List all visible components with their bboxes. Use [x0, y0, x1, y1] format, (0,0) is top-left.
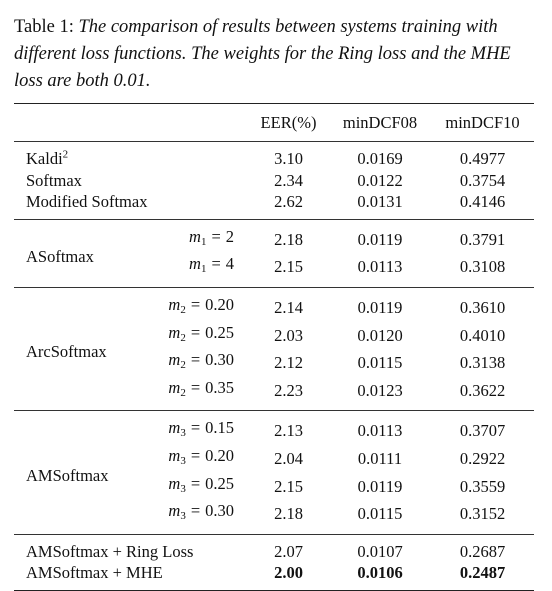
header-method-cell — [14, 103, 141, 142]
table-row: ArcSoftmax m2 = 0.20 2.14 0.0119 0.3610 — [14, 286, 534, 411]
param-cell: m2 = 0.25 — [168, 322, 234, 344]
mindcf08-cell: 0.0131 — [357, 192, 403, 212]
param-cell: m2 = 0.30 — [168, 350, 234, 372]
mindcf08-cell-best: 0.0106 — [329, 562, 431, 591]
mindcf08-cell: 0.0120 — [357, 325, 403, 345]
eer-cell: 2.23 — [274, 380, 303, 400]
mindcf08-cell: 0.0122 — [357, 170, 403, 190]
caption-label: Table 1: — [14, 17, 74, 37]
method-cell: Modified Softmax — [26, 192, 148, 212]
results-table: EER(%) minDCF08 minDCF10 Kaldi2 3.10 0.0… — [14, 103, 534, 591]
table-row: m3 = 0.30 2.18 0.0115 0.3152 — [14, 500, 534, 534]
mindcf10-cell: 0.3108 — [459, 257, 506, 277]
param-cell: m3 = 0.25 — [168, 473, 234, 495]
mindcf10-cell: 0.4146 — [459, 192, 506, 212]
table-row: m2 = 0.35 2.23 0.0123 0.3622 — [14, 377, 534, 411]
header-eer: EER(%) — [248, 103, 329, 142]
header-mindcf10: minDCF10 — [431, 103, 534, 142]
method-cell: AMSoftmax + Ring Loss — [14, 533, 248, 563]
mindcf10-cell: 0.3754 — [459, 170, 506, 190]
table-row: AMSoftmax + Ring Loss 2.07 0.0107 0.2687 — [14, 533, 534, 563]
mindcf10-cell: 0.3622 — [459, 380, 506, 400]
mindcf08-cell: 0.0169 — [329, 140, 431, 170]
table-row: m1 = 4 2.15 0.0113 0.3108 — [14, 253, 534, 287]
param-cell: m2 = 0.20 — [140, 286, 248, 322]
mindcf10-cell: 0.3138 — [459, 353, 506, 373]
mindcf08-cell: 0.0111 — [357, 448, 403, 468]
eer-cell: 2.03 — [274, 325, 303, 345]
param-cell: m2 = 0.35 — [168, 377, 234, 399]
table-caption: Table 1: The comparison of results betwe… — [14, 14, 540, 95]
method-cell: Softmax — [26, 170, 82, 190]
method-label: Kaldi — [26, 149, 63, 168]
mindcf10-cell-best: 0.2487 — [431, 562, 534, 591]
mindcf10-cell: 0.2922 — [459, 448, 506, 468]
eer-cell: 2.62 — [274, 192, 303, 212]
mindcf10-cell: 0.3707 — [431, 410, 534, 445]
method-cell: AMSoftmax + MHE — [14, 562, 248, 591]
mindcf08-cell: 0.0115 — [357, 353, 403, 373]
mindcf10-cell: 0.3610 — [431, 286, 534, 322]
table-row: AMSoftmax + MHE 2.00 0.0106 0.2487 — [14, 562, 534, 591]
mindcf08-cell: 0.0115 — [357, 504, 403, 524]
table-row: Softmax 2.34 0.0122 0.3754 — [14, 170, 534, 192]
mindcf08-cell: 0.0123 — [357, 380, 403, 400]
eer-cell-best: 2.00 — [248, 562, 329, 591]
method-cell: Kaldi2 — [14, 140, 248, 170]
eer-cell: 3.10 — [248, 140, 329, 170]
eer-cell: 2.04 — [274, 448, 303, 468]
mindcf10-cell: 0.3791 — [431, 218, 534, 254]
header-mindcf08: minDCF08 — [329, 103, 431, 142]
eer-cell: 2.12 — [274, 353, 303, 373]
mindcf08-cell: 0.0119 — [357, 476, 403, 496]
eer-cell: 2.14 — [248, 286, 329, 322]
table-row: m2 = 0.30 2.12 0.0115 0.3138 — [14, 349, 534, 377]
caption-text: The comparison of results between system… — [14, 17, 511, 91]
header-param-cell — [140, 103, 248, 142]
eer-cell: 2.34 — [274, 170, 303, 190]
mindcf08-cell: 0.0113 — [329, 410, 431, 445]
table-row: ASoftmax m1 = 2 2.18 0.0119 0.3791 — [14, 218, 534, 288]
table-row: Kaldi2 3.10 0.0169 0.4977 — [14, 140, 534, 170]
page: Table 1: The comparison of results betwe… — [14, 14, 540, 591]
mindcf08-cell: 0.0107 — [329, 533, 431, 563]
table-row: m2 = 0.25 2.03 0.0120 0.4010 — [14, 322, 534, 350]
table-row: AMSoftmax m3 = 0.15 2.13 0.0113 0.3707 — [14, 410, 534, 535]
mindcf08-cell: 0.0113 — [357, 257, 403, 277]
param-cell: m3 = 0.30 — [168, 501, 234, 523]
mindcf08-cell: 0.0119 — [329, 218, 431, 254]
eer-cell: 2.18 — [248, 218, 329, 254]
mindcf10-cell: 0.2687 — [431, 533, 534, 563]
mindcf10-cell: 0.4010 — [459, 325, 506, 345]
mindcf10-cell: 0.3152 — [459, 504, 506, 524]
param-cell: m1 = 4 — [189, 254, 234, 276]
table-row: m3 = 0.20 2.04 0.0111 0.2922 — [14, 445, 534, 473]
mindcf10-cell: 0.4977 — [431, 140, 534, 170]
eer-cell: 2.07 — [248, 533, 329, 563]
mindcf08-cell: 0.0119 — [329, 286, 431, 322]
table-row: m3 = 0.25 2.15 0.0119 0.3559 — [14, 473, 534, 501]
eer-cell: 2.15 — [274, 257, 303, 277]
param-cell: m3 = 0.20 — [168, 445, 234, 467]
param-cell: m3 = 0.15 — [140, 410, 248, 445]
method-cell: ArcSoftmax — [14, 286, 141, 411]
header-row: EER(%) minDCF08 minDCF10 — [14, 103, 534, 142]
table-row: Modified Softmax 2.62 0.0131 0.4146 — [14, 191, 534, 219]
param-cell: m1 = 2 — [140, 218, 248, 254]
eer-cell: 2.13 — [248, 410, 329, 445]
method-cell: AMSoftmax — [14, 410, 141, 535]
footnote-marker: 2 — [62, 148, 69, 161]
eer-cell: 2.18 — [274, 504, 303, 524]
method-cell: ASoftmax — [14, 218, 141, 288]
mindcf10-cell: 0.3559 — [459, 476, 506, 496]
eer-cell: 2.15 — [274, 476, 303, 496]
